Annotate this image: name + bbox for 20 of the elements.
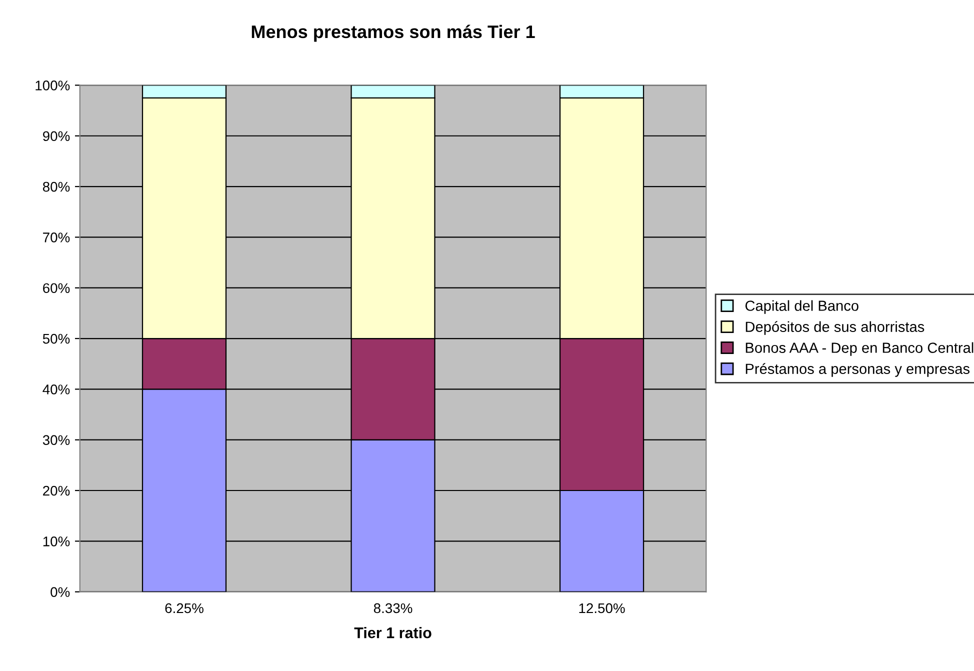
y-tick-label: 30% (42, 435, 70, 446)
y-tick-label: 70% (43, 232, 70, 242)
y-tick-label: 100% (36, 80, 70, 90)
legend-label: Préstamos a personas y empresas (746, 363, 970, 377)
y-tick-label: 80% (42, 182, 70, 192)
y-tick-label: 90% (43, 131, 70, 142)
y-tick-label: 40% (42, 384, 70, 394)
chart-title: Menos prestamos son más Tier 1 (252, 24, 535, 42)
y-tick-label: 10% (43, 536, 70, 546)
y-tick-label: 0% (50, 587, 70, 597)
y-tick-label: 60% (43, 283, 70, 294)
legend-label: Depósitos de sus ahorristas (746, 321, 924, 335)
x-tick-label: 8.33% (374, 603, 412, 614)
x-tick-label: 6.25% (165, 603, 204, 614)
y-tick-label: 50% (42, 334, 70, 344)
y-tick-label: 20% (43, 486, 70, 496)
x-tick-label: 12.50% (579, 603, 625, 614)
legend-label: Bonos AAA - Dep en Banco Central (746, 342, 974, 356)
x-axis-title: Tier 1 ratio (354, 626, 432, 638)
legend-label: Capital del Banco (745, 300, 858, 314)
